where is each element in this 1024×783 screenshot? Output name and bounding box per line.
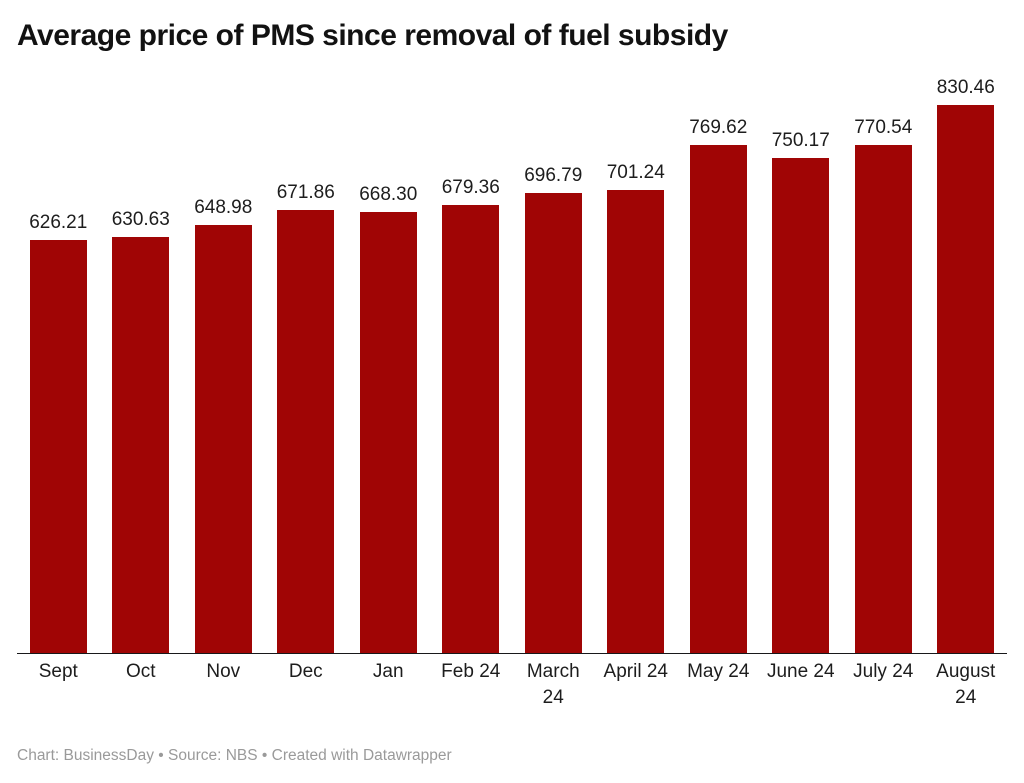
x-axis-tick-label: April 24: [603, 661, 668, 682]
bar-value-label: 770.54: [854, 117, 913, 138]
bar: [772, 158, 830, 653]
bar-column: 701.24: [595, 75, 678, 653]
bar: [277, 210, 335, 653]
bar-column: 830.46: [925, 75, 1008, 653]
x-axis-tick-label: Nov: [206, 661, 241, 682]
bar-column: 668.30: [347, 75, 430, 653]
bar: [937, 105, 995, 653]
x-axis-tick-label: Oct: [125, 661, 156, 682]
bar-value-label: 671.86: [276, 182, 335, 203]
bar-value-label: 679.36: [441, 177, 500, 198]
x-axis-line: [17, 653, 1007, 654]
bar-column: 626.21: [17, 75, 100, 653]
x-axis-tick-label: Sept: [38, 661, 78, 682]
bar: [442, 205, 500, 653]
bar: [607, 190, 665, 653]
x-axis-tick-label: July 24: [853, 661, 914, 682]
x-axis-tick-label: August 24: [936, 661, 996, 708]
bar-value-label: 630.63: [111, 209, 170, 230]
bar: [112, 237, 170, 653]
bar: [854, 145, 912, 653]
bar-column: 769.62: [677, 75, 760, 653]
bar-value-label: 668.30: [359, 184, 418, 205]
bar-value-label: 648.98: [194, 197, 253, 218]
bar: [689, 145, 747, 653]
bar-value-label: 769.62: [689, 117, 748, 138]
x-axis-labels: Sept Oct Nov Dec Jan Feb 24 March 24 April 24 Ma…: [17, 659, 1007, 711]
x-axis-tick-label: Jan: [372, 661, 404, 682]
x-axis-tick-label: June 24: [766, 661, 835, 682]
x-axis-tick-label: Feb 24: [441, 661, 501, 682]
attribution-footer: Chart: BusinessDay • Source: NBS • Creat…: [17, 747, 452, 764]
bar-column: 671.86: [265, 75, 348, 653]
x-axis-tick-label: May 24: [687, 661, 750, 682]
bar-value-label: 701.24: [606, 162, 665, 183]
bar: [359, 212, 417, 653]
chart-title: Average price of PMS since removal of fu…: [17, 19, 728, 52]
bar-column: 696.79: [512, 75, 595, 653]
bar-column: 750.17: [760, 75, 843, 653]
x-axis-tick-label: Dec: [288, 661, 323, 682]
bar-value-label: 830.46: [936, 77, 995, 98]
bar-value-label: 626.21: [29, 212, 88, 233]
bar: [524, 193, 582, 653]
plot-area: 626.21 630.63 648.98 671.86 668.30 679.36 696.…: [17, 75, 1007, 653]
bar-column: 648.98: [182, 75, 265, 653]
bar-column: 679.36: [430, 75, 513, 653]
bar-column: 770.54: [842, 75, 925, 653]
x-axis-tick-label: March 24: [526, 661, 580, 708]
bar-value-label: 696.79: [524, 165, 583, 186]
bar-value-label: 750.17: [771, 130, 830, 151]
bar: [194, 225, 252, 653]
bar-column: 630.63: [100, 75, 183, 653]
bar: [29, 240, 87, 653]
